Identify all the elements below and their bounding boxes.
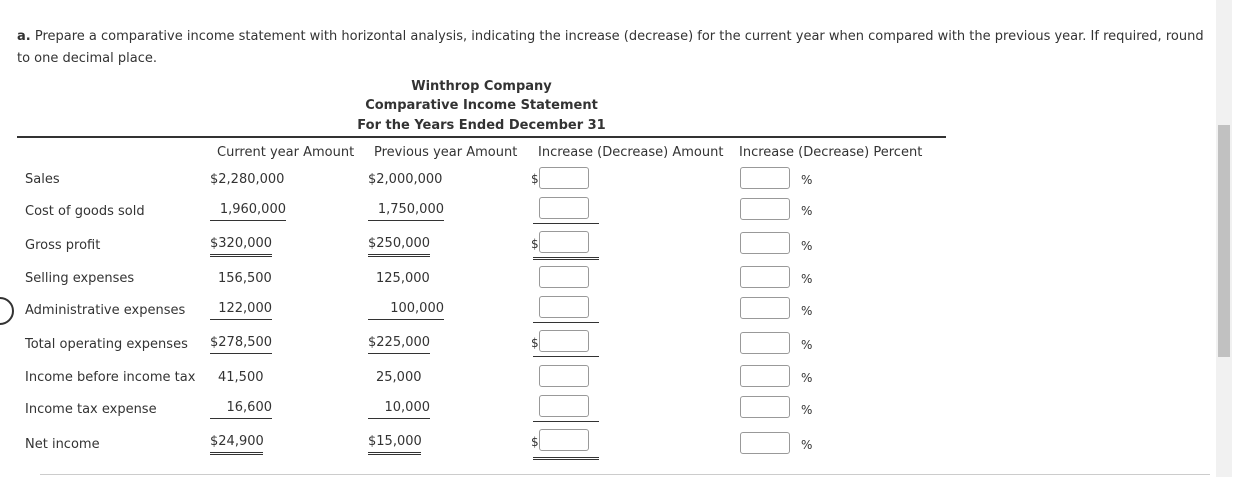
row-label-income-tax-expense: Income tax expense xyxy=(25,402,157,417)
instructions: a. Prepare a comparative income statemen… xyxy=(17,26,1207,70)
current-income-tax-expense: 16,600 xyxy=(210,400,272,419)
percent-sign: % xyxy=(801,338,813,352)
statement-period: For the Years Ended December 31 xyxy=(357,118,606,133)
dollar-sign: $ xyxy=(531,435,539,449)
current-income-before-tax: 41,500 xyxy=(218,370,264,385)
percent-sign: % xyxy=(801,272,813,286)
percent-sign: % xyxy=(801,204,813,218)
part-label: a. xyxy=(17,29,31,44)
current-sales: $2,280,000 xyxy=(210,172,285,187)
col-inc-amount-header: Increase (Decrease) Amount xyxy=(538,145,724,160)
row-label-gross-profit: Gross profit xyxy=(25,238,101,253)
row-label-total-operating-expenses: Total operating expenses xyxy=(25,337,188,352)
sales-amount-input[interactable] xyxy=(539,167,589,189)
income-before-tax-percent-input[interactable] xyxy=(740,365,790,387)
net-income-amount-input[interactable] xyxy=(539,429,589,451)
percent-sign: % xyxy=(801,438,813,452)
partial-circle-marker xyxy=(0,297,14,325)
statement-title: Comparative Income Statement xyxy=(365,98,598,113)
col-inc-percent-header: Increase (Decrease) Percent xyxy=(739,145,923,160)
current-selling-expenses: 156,500 xyxy=(218,271,272,286)
dollar-sign: $ xyxy=(531,172,539,186)
previous-net-income: $15,000 xyxy=(368,434,422,455)
col-previous-header: Previous year Amount xyxy=(374,145,518,160)
previous-cogs: 1,750,000 xyxy=(368,202,444,221)
previous-selling-expenses: 125,000 xyxy=(376,271,430,286)
previous-total-operating-expenses: $225,000 xyxy=(368,335,430,354)
row-label-selling-expenses: Selling expenses xyxy=(25,271,135,286)
current-administrative-expenses: 122,000 xyxy=(210,301,272,320)
income-tax-expense-amount-rule xyxy=(533,421,599,422)
current-cogs: 1,960,000 xyxy=(210,202,286,221)
col-current-header: Current year Amount xyxy=(217,145,355,160)
row-label-administrative-expenses: Administrative expenses xyxy=(25,303,186,318)
row-label-net-income: Net income xyxy=(25,437,100,452)
current-gross-profit: $320,000 xyxy=(210,236,272,257)
gross-profit-percent-input[interactable] xyxy=(740,232,790,254)
percent-sign: % xyxy=(801,173,813,187)
gross-profit-amount-input[interactable] xyxy=(539,231,589,253)
selling-expenses-amount-input[interactable] xyxy=(539,266,589,288)
dollar-sign: $ xyxy=(531,336,539,350)
administrative-expenses-amount-rule xyxy=(533,322,599,323)
income-tax-expense-percent-input[interactable] xyxy=(740,396,790,418)
instructions-text: Prepare a comparative income statement w… xyxy=(17,29,1204,66)
total-operating-expenses-amount-input[interactable] xyxy=(539,330,589,352)
header-rule xyxy=(17,136,946,138)
previous-income-before-tax: 25,000 xyxy=(376,370,422,385)
previous-income-tax-expense: 10,000 xyxy=(368,400,430,419)
dollar-sign: $ xyxy=(531,237,539,251)
administrative-expenses-amount-input[interactable] xyxy=(539,296,589,318)
cogs-percent-input[interactable] xyxy=(740,198,790,220)
net-income-amount-rule xyxy=(533,457,599,460)
total-operating-expenses-percent-input[interactable] xyxy=(740,332,790,354)
previous-sales: $2,000,000 xyxy=(368,172,443,187)
percent-sign: % xyxy=(801,239,813,253)
row-label-sales: Sales xyxy=(25,172,60,187)
previous-gross-profit: $250,000 xyxy=(368,236,430,257)
bottom-divider xyxy=(40,474,1210,475)
row-label-income-before-tax: Income before income tax xyxy=(25,370,196,385)
company-name: Winthrop Company xyxy=(411,79,552,94)
percent-sign: % xyxy=(801,403,813,417)
cogs-amount-input[interactable] xyxy=(539,197,589,219)
previous-administrative-expenses: 100,000 xyxy=(368,301,444,320)
current-net-income: $24,900 xyxy=(210,434,264,455)
cogs-amount-rule xyxy=(533,223,599,224)
total-operating-expenses-amount-rule xyxy=(533,356,599,357)
gross-profit-amount-rule xyxy=(533,257,599,260)
sales-percent-input[interactable] xyxy=(740,167,790,189)
selling-expenses-percent-input[interactable] xyxy=(740,266,790,288)
percent-sign: % xyxy=(801,304,813,318)
row-label-cogs: Cost of goods sold xyxy=(25,204,145,219)
administrative-expenses-percent-input[interactable] xyxy=(740,297,790,319)
income-tax-expense-amount-input[interactable] xyxy=(539,395,589,417)
percent-sign: % xyxy=(801,371,813,385)
current-total-operating-expenses: $278,500 xyxy=(210,335,272,354)
scrollbar-thumb[interactable] xyxy=(1218,125,1230,357)
net-income-percent-input[interactable] xyxy=(740,432,790,454)
income-before-tax-amount-input[interactable] xyxy=(539,365,589,387)
